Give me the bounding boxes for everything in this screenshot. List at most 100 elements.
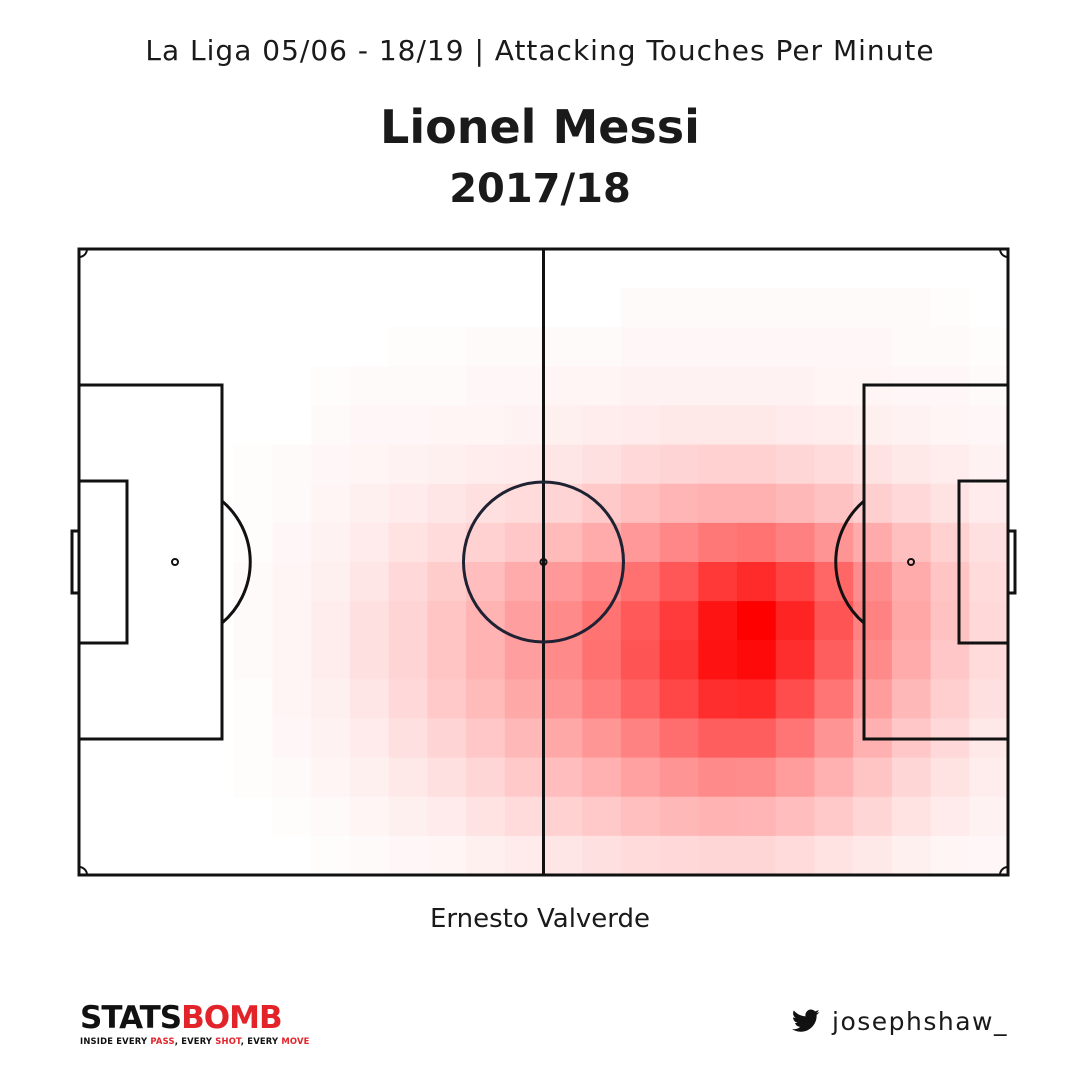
heatmap-cell — [349, 679, 390, 720]
heatmap-cell — [659, 601, 699, 641]
heatmap-cell — [582, 483, 622, 524]
heatmap-cell — [891, 601, 932, 641]
heatmap-cell — [272, 562, 312, 602]
heatmap-cell — [504, 757, 545, 798]
heatmap-cell — [620, 640, 661, 680]
heatmap-cell — [737, 757, 777, 798]
chart-subtitle: La Liga 05/06 - 18/19 | Attacking Touche… — [145, 34, 935, 67]
heatmap-cell — [272, 444, 312, 485]
heatmap-cell — [388, 679, 428, 720]
heatmap-cell — [349, 562, 390, 602]
heatmap-cell — [891, 640, 932, 680]
heatmap-cell — [427, 679, 467, 720]
heatmap-cell — [427, 483, 467, 524]
heatmap-cell — [272, 796, 312, 837]
heatmap-cell — [427, 640, 467, 680]
heatmap-cell — [659, 288, 699, 328]
heatmap-cell — [311, 679, 351, 720]
heatmap-cell — [814, 288, 854, 328]
heatmap-cell — [466, 444, 506, 485]
heatmap-cell — [814, 679, 854, 720]
heatmap-cell — [698, 444, 738, 485]
left-penalty-box — [77, 383, 224, 741]
heatmap-cell — [466, 483, 506, 524]
heatmap-cell — [620, 601, 661, 641]
heatmap-cell — [582, 640, 622, 680]
tagline-text: , EVERY — [174, 1036, 216, 1046]
heatmap-cell — [272, 640, 312, 680]
heatmap-cell — [582, 796, 622, 837]
heatmap-cell — [620, 796, 661, 837]
heatmap-cell — [853, 679, 893, 720]
heatmap-cell — [853, 835, 893, 876]
heatmap-cell — [620, 288, 661, 328]
heatmap-cell — [582, 366, 622, 407]
heatmap-cell — [427, 522, 467, 563]
heatmap-cell — [466, 601, 506, 641]
heatmap-cell — [233, 562, 274, 602]
heatmap-cell — [504, 718, 545, 759]
heatmap-cell — [427, 796, 467, 837]
right-penalty-spot — [907, 558, 915, 566]
heatmap-cell — [388, 601, 428, 641]
tagline-shot: SHOT — [215, 1036, 241, 1046]
heatmap-cell — [659, 562, 699, 602]
heatmap-cell — [930, 483, 970, 524]
heatmap-cell — [427, 327, 467, 367]
heatmap-cell — [349, 640, 390, 680]
heatmap-cell — [582, 601, 622, 641]
heatmap-cell — [427, 444, 467, 485]
heatmap-cell — [853, 601, 893, 641]
heatmap-cell — [930, 601, 970, 641]
heatmap-cell — [775, 483, 816, 524]
heatmap-cell — [388, 718, 428, 759]
heatmap-cell — [814, 835, 854, 876]
heatmap-cell — [582, 718, 622, 759]
heatmap-cell — [582, 405, 622, 446]
pitch-markings — [70, 247, 1017, 877]
twitter-bird-icon — [792, 1009, 820, 1032]
heatmap-cell — [814, 522, 854, 563]
heatmap-cell — [930, 327, 970, 367]
heatmap-cell — [620, 679, 661, 720]
heatmap-cell — [388, 757, 428, 798]
heatmap-cell — [349, 757, 390, 798]
heatmap-cell — [427, 601, 467, 641]
left-penalty-arc — [221, 499, 252, 625]
corner-arc-bottom-left — [78, 866, 88, 876]
heatmap-cell — [427, 562, 467, 602]
heatmap-cell — [891, 835, 932, 876]
heatmap-cell — [698, 835, 738, 876]
heatmap-cell — [930, 835, 970, 876]
heatmap-cell — [543, 835, 583, 876]
heatmap-cell — [311, 640, 351, 680]
heatmap-cell — [775, 757, 816, 798]
heatmap-cell — [349, 718, 390, 759]
heatmap-cell — [969, 405, 1009, 446]
heatmap-cell — [775, 562, 816, 602]
heatmap-cell — [388, 444, 428, 485]
heatmap-cell — [775, 288, 816, 328]
heatmap-cell — [311, 796, 351, 837]
heatmap-cell — [737, 483, 777, 524]
heatmap-cell — [737, 366, 777, 407]
corner-arc-top-right — [999, 248, 1009, 258]
heatmap-cell — [698, 757, 738, 798]
twitter-handle: josephshaw_ — [792, 1004, 1008, 1038]
heatmap-cell — [969, 522, 1009, 563]
heatmap-cell — [698, 640, 738, 680]
heatmap-cell — [233, 679, 274, 720]
heatmap-cell — [969, 796, 1009, 837]
heatmap-cell — [620, 327, 661, 367]
heatmap-cell — [814, 366, 854, 407]
heatmap-cell — [504, 366, 545, 407]
heatmap-cell — [388, 562, 428, 602]
heatmap-cell — [698, 288, 738, 328]
heatmap-cell — [311, 405, 351, 446]
heatmap-cell — [659, 327, 699, 367]
heatmap-cell — [504, 562, 545, 602]
heatmap-cell — [543, 679, 583, 720]
left-six-yard-box — [77, 479, 129, 645]
centre-spot — [539, 558, 548, 566]
heatmap-cell — [311, 444, 351, 485]
